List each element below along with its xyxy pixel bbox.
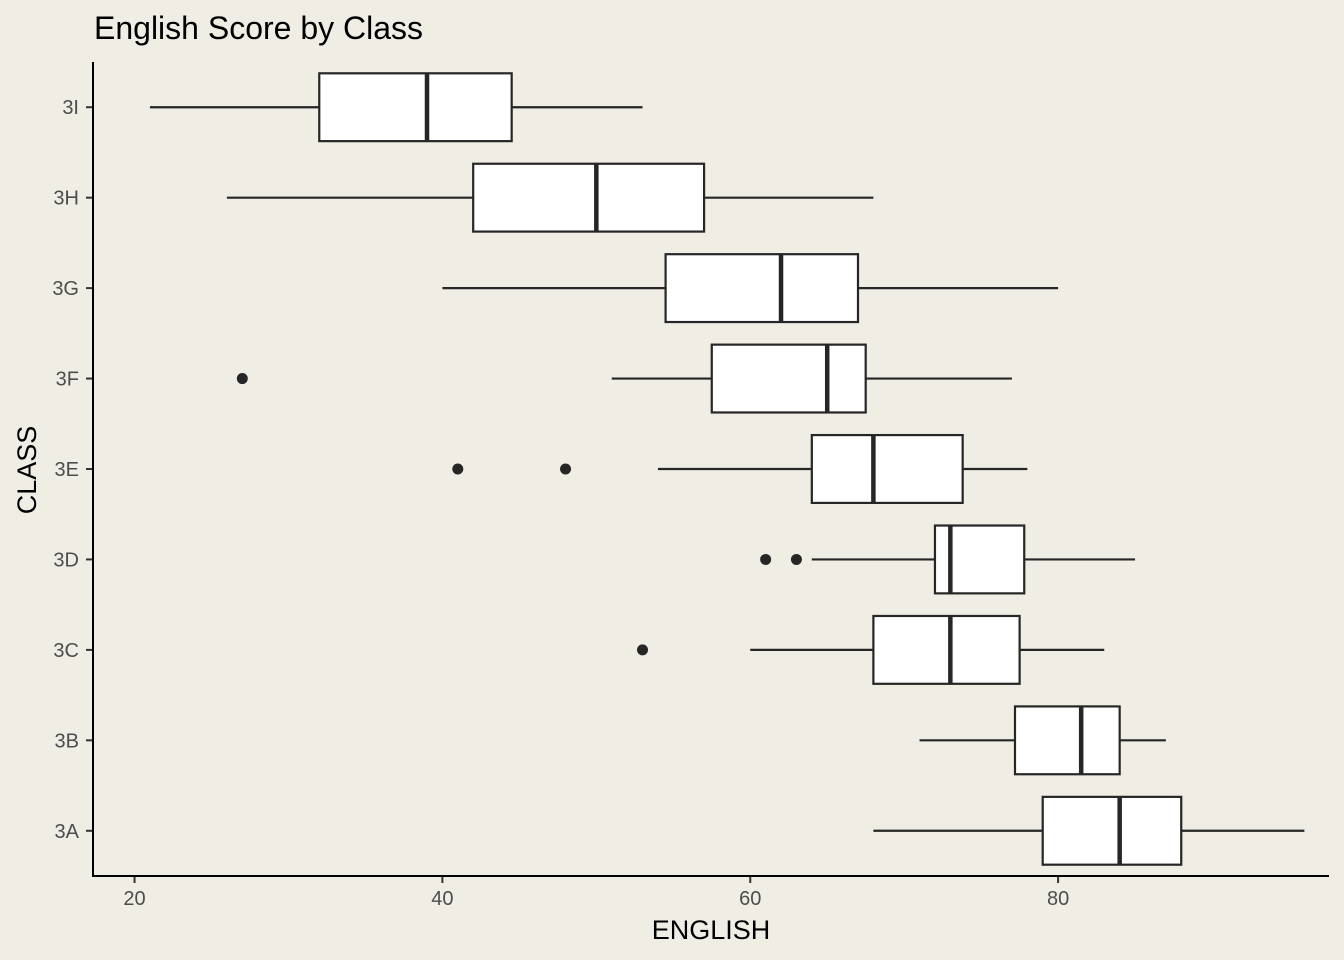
x-axis-title: ENGLISH [652,915,771,945]
outlier-point-3d-1 [760,553,772,565]
box-group [149,72,1305,866]
box-3a [873,795,1305,866]
y-tick-label-3f: 3F [56,369,79,391]
box-3g [442,253,1059,324]
box-3h [226,162,874,233]
y-tick-label-3a: 3A [55,821,80,843]
iqr-box-3f [710,343,867,414]
y-tick-label-3i: 3I [62,97,79,119]
x-tick-label-60: 60 [739,888,761,910]
y-tick-label-3c: 3C [53,640,79,662]
y-axis-ticks: 3A 3B 3C 3D 3E 3F 3G 3H 3I [52,97,93,843]
iqr-box-3a [1041,795,1183,866]
iqr-box-3b [1013,705,1121,776]
box-3c [637,614,1105,685]
iqr-box-3i [318,72,513,143]
iqr-box-3g [664,253,860,324]
y-tick-label-3e: 3E [55,459,79,481]
box-3i [149,72,643,143]
box-3f [236,343,1012,414]
iqr-box-3e [810,433,964,505]
x-axis-ticks: 20 40 60 80 [123,876,1069,910]
y-tick-label-3d: 3D [53,549,79,571]
y-tick-label-3g: 3G [52,278,79,300]
box-3e [452,433,1028,505]
outlier-point-3d-2 [790,553,802,565]
iqr-box-3h [472,162,706,233]
chart-title: English Score by Class [94,10,423,46]
iqr-box-3c [872,614,1021,685]
y-axis-title: CLASS [12,426,42,515]
outlier-point-3f-1 [236,373,248,385]
outlier-point-3c-1 [637,644,649,656]
outlier-point-3e-2 [560,463,572,475]
x-tick-label-40: 40 [431,888,453,910]
outlier-point-3e-1 [452,463,464,475]
y-tick-label-3h: 3H [53,188,79,210]
x-tick-label-20: 20 [123,888,145,910]
box-3d [760,524,1136,595]
x-tick-label-80: 80 [1047,888,1069,910]
y-tick-label-3b: 3B [55,730,79,752]
box-3b [919,705,1166,776]
